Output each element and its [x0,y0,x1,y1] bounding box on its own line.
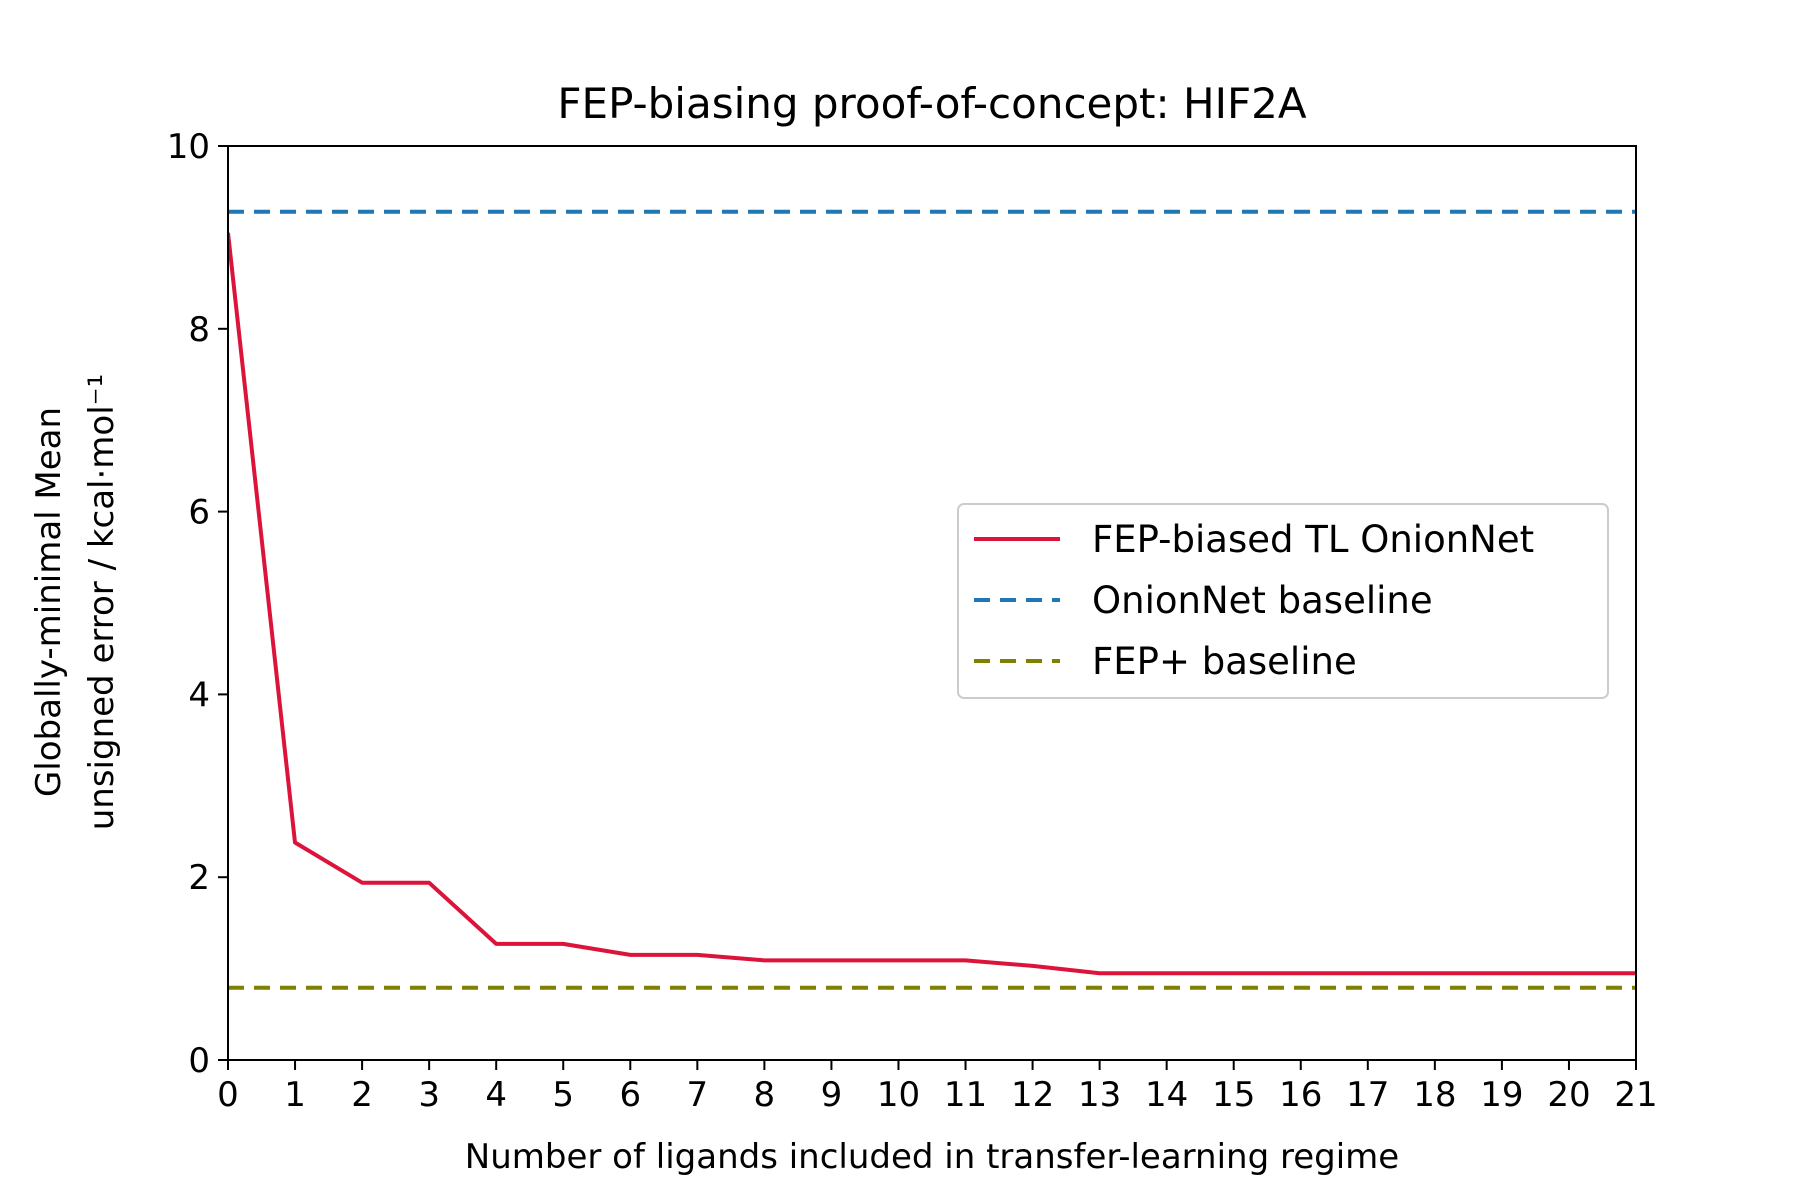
x-axis-label: Number of ligands included in transfer-l… [465,1137,1399,1177]
x-tick-label: 19 [1480,1075,1523,1115]
plot-frame [227,145,1637,1061]
y-tick-label: 6 [188,493,210,533]
data-point [1367,972,1369,974]
x-tick-label: 16 [1279,1075,1322,1115]
x-axis: 0 1 2 3 4 5 6 7 8 9 10 11 12 13 14 15 16 17 18 19 20 21 [217,1060,1658,1115]
x-tick-label: 3 [418,1075,440,1115]
x-tick-label: 15 [1212,1075,1255,1115]
x-tick-label: 8 [754,1075,776,1115]
data-point [1166,972,1168,974]
plot-area [227,209,1637,990]
x-tick-label: 6 [619,1075,641,1115]
x-tick-label: 20 [1547,1075,1590,1115]
y-axis: 0 2 4 6 8 10 [167,127,228,1081]
x-tick-label: 1 [284,1075,306,1115]
x-tick-label: 0 [217,1075,239,1115]
data-point [1233,972,1235,974]
y-axis-label-line2: unsigned error / kcal·mol⁻¹ [82,374,122,831]
x-tick-label: 17 [1346,1075,1389,1115]
legend-box [957,503,1609,699]
data-point [562,943,564,945]
data-point [965,959,967,961]
x-tick-label: 21 [1614,1075,1657,1115]
x-tick-label: 7 [687,1075,709,1115]
chart-title: FEP-biasing proof-of-concept: HIF2A [557,79,1306,128]
data-point [294,841,296,843]
data-point [1501,972,1503,974]
data-point [1099,972,1101,974]
data-point [495,943,497,945]
data-point [1434,972,1436,974]
legend-label: OnionNet baseline [1092,579,1433,622]
x-tick-label: 18 [1413,1075,1456,1115]
x-tick-label: 14 [1145,1075,1188,1115]
x-tick-label: 10 [877,1075,920,1115]
x-tick-label: 9 [821,1075,843,1115]
x-tick-label: 11 [944,1075,987,1115]
y-axis-label-line1: Globally-minimal Mean [29,407,69,797]
data-point [361,882,363,884]
series-line-0 [228,232,1636,976]
x-tick-label: 12 [1011,1075,1054,1115]
data-point [1032,965,1034,967]
data-point [897,959,899,961]
x-tick-label: 5 [552,1075,574,1115]
x-tick-label: 4 [485,1075,507,1115]
y-tick-label: 8 [188,310,210,350]
y-tick-label: 4 [188,675,210,715]
y-tick-label: 0 [188,1041,210,1081]
y-tick-label: 10 [167,127,210,167]
legend: FEP-biased TL OnionNet OnionNet baseline F… [957,503,1609,699]
x-tick-label: 2 [351,1075,373,1115]
data-point [763,959,765,961]
data-point [629,954,631,956]
data-point [1300,972,1302,974]
x-tick-label: 13 [1078,1075,1121,1115]
legend-label: FEP+ baseline [1092,640,1357,683]
data-point [696,954,698,956]
data-point [830,959,832,961]
legend-label: FEP-biased TL OnionNet [1092,518,1534,561]
data-point [1568,972,1570,974]
data-point [428,882,430,884]
y-tick-label: 2 [188,858,210,898]
